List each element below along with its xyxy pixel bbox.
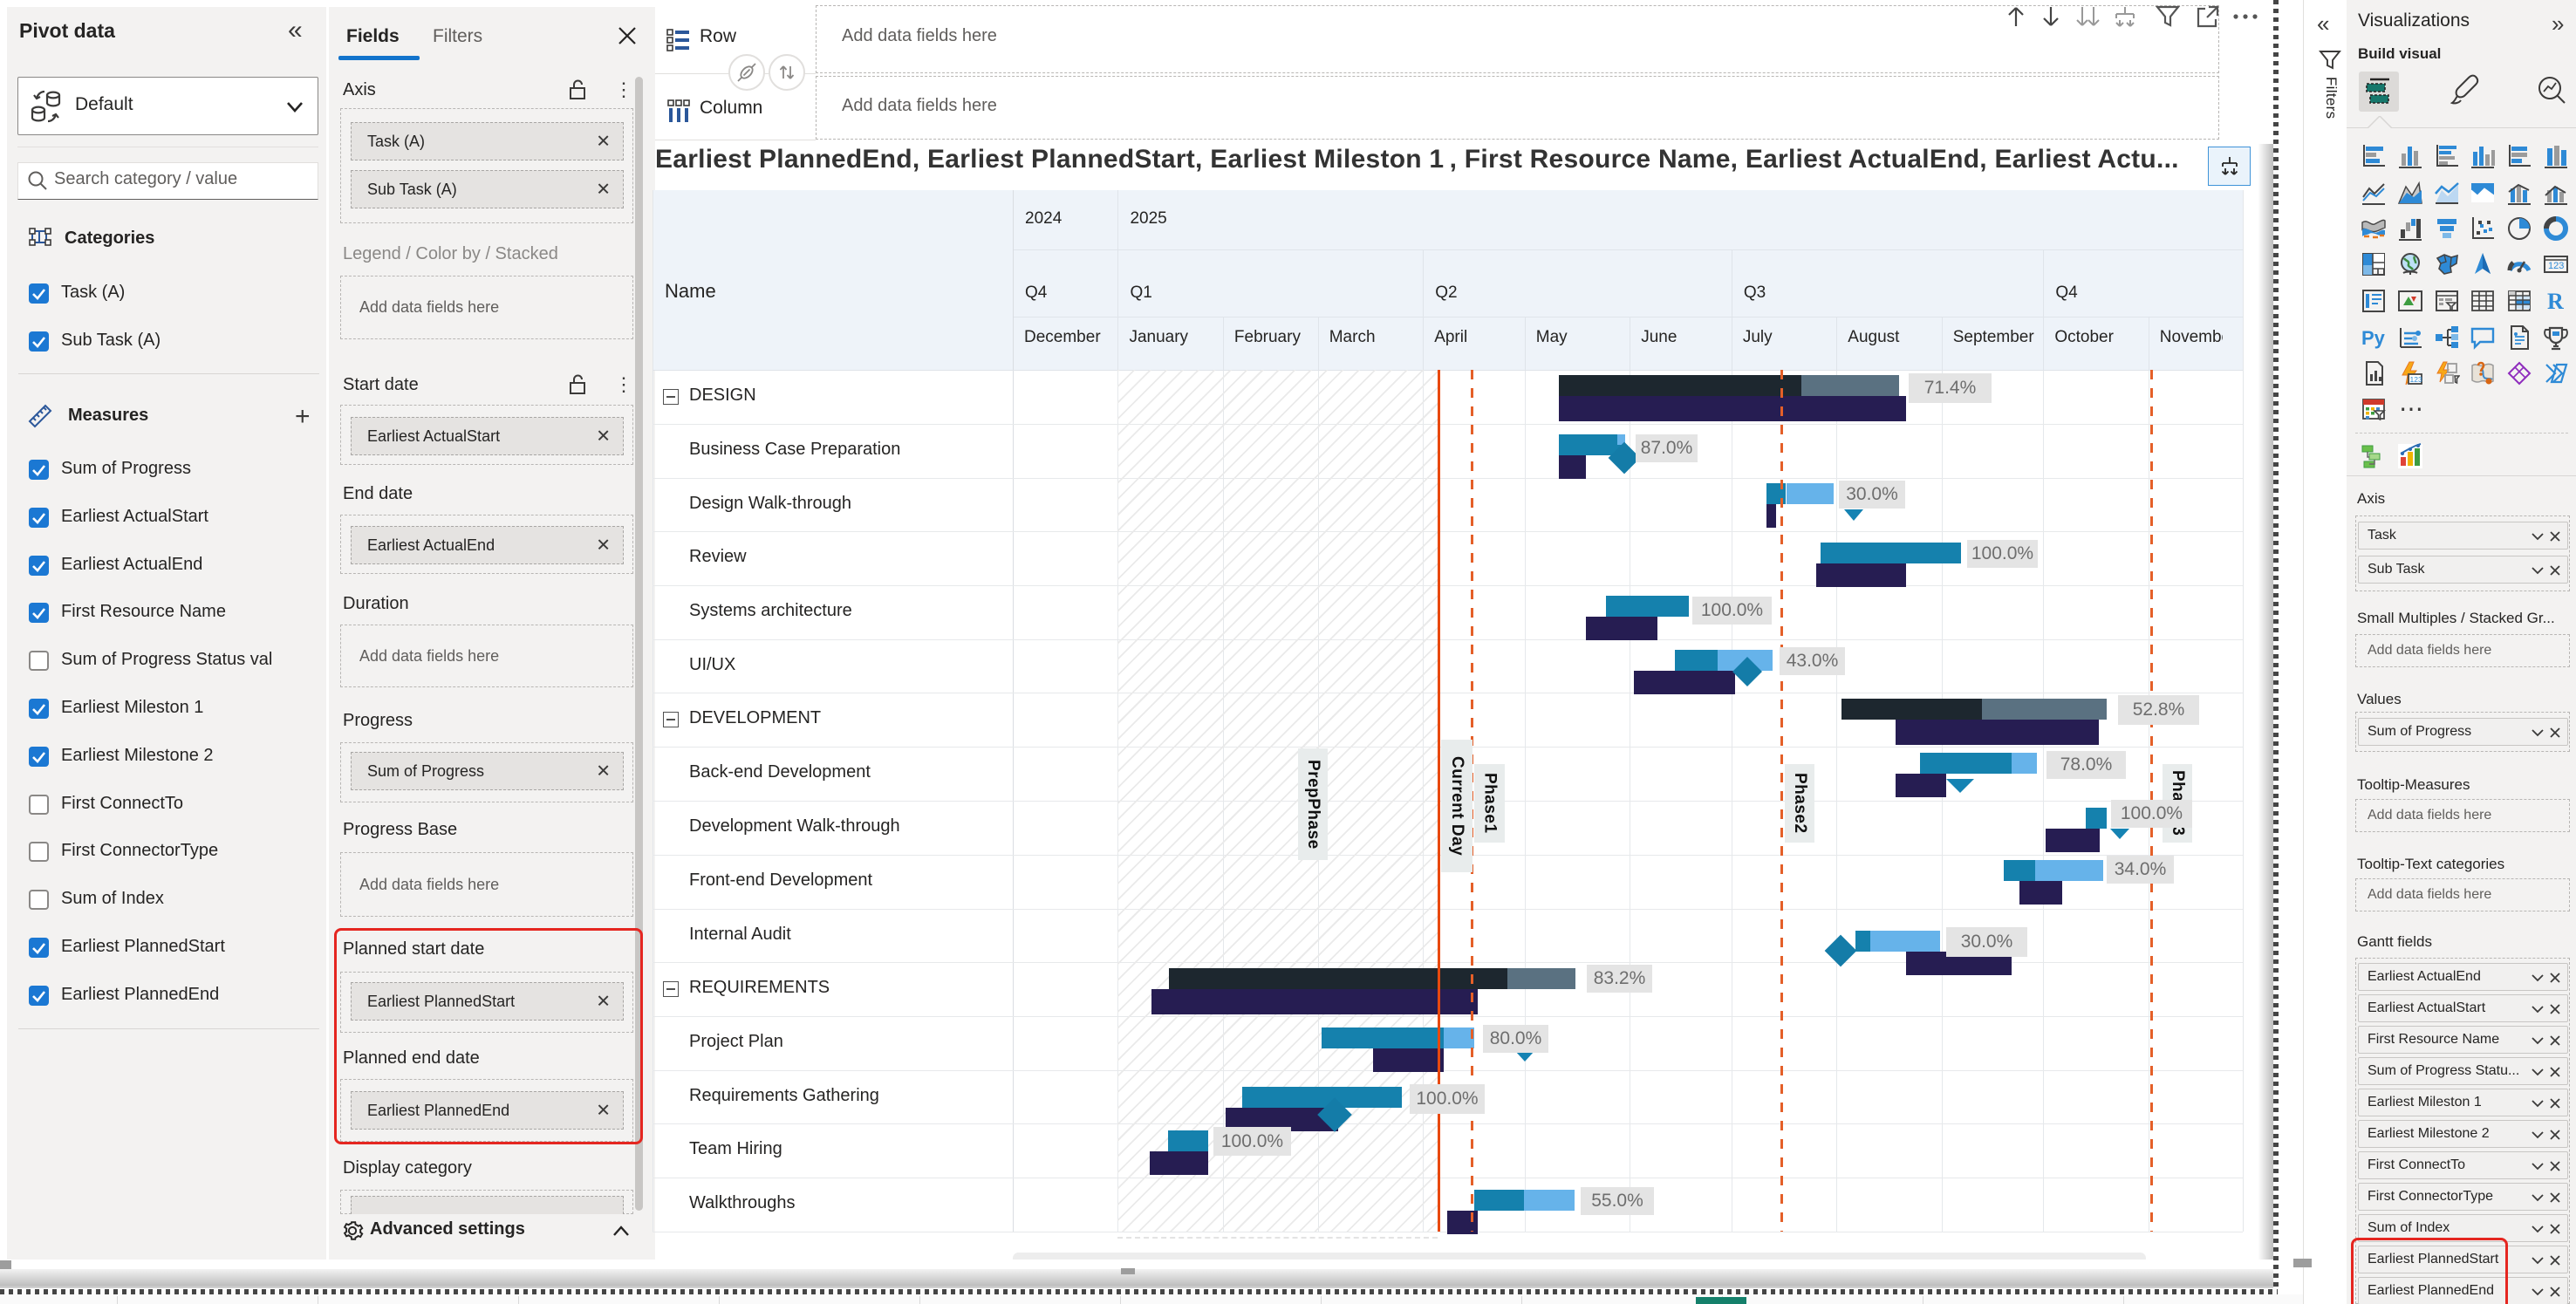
svg-text:Py: Py — [2361, 327, 2386, 349]
svg-text:R: R — [2547, 289, 2564, 314]
svg-text:123: 123 — [2548, 261, 2564, 271]
svg-text:123: 123 — [2410, 375, 2422, 384]
